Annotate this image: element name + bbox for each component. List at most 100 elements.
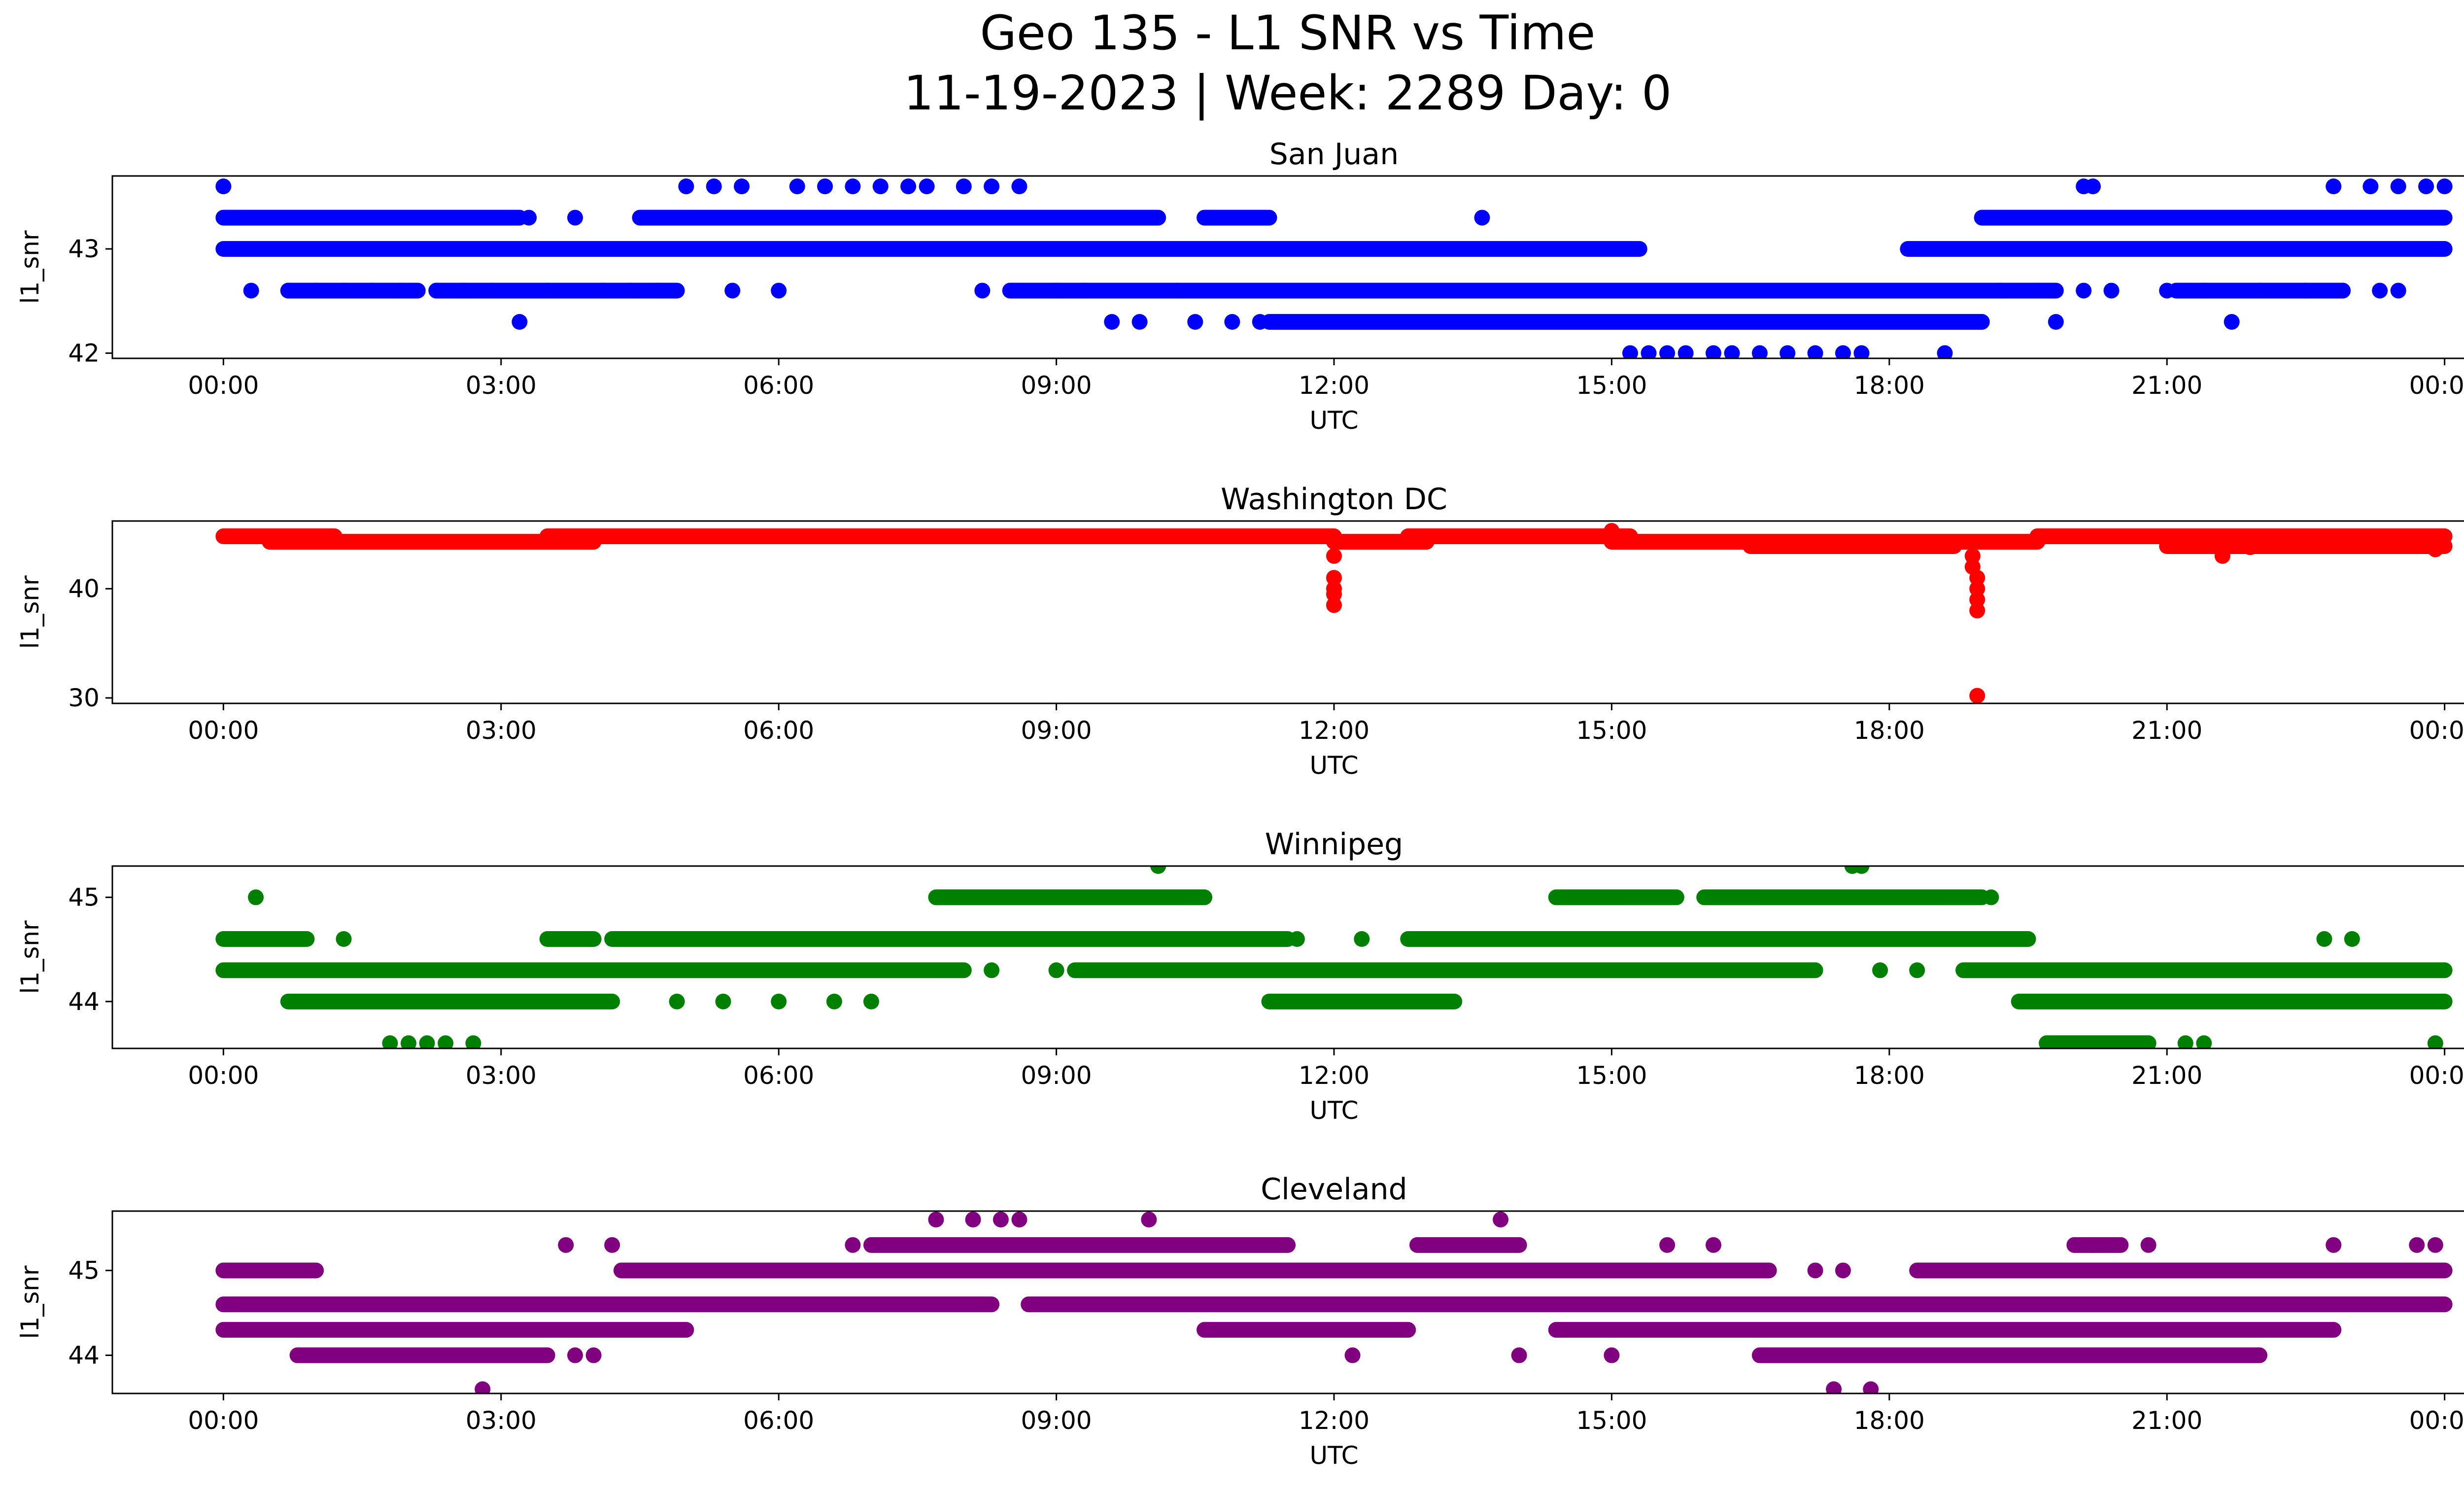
data-point	[2140, 1237, 2156, 1253]
data-point	[734, 178, 750, 195]
data-point	[336, 931, 352, 947]
data-point	[419, 1035, 435, 1048]
x-tick-label: 03:00	[466, 716, 537, 745]
data-point	[1659, 1237, 1676, 1253]
data-point	[1853, 866, 1870, 874]
data-point	[1326, 548, 1342, 564]
x-tick-label: 21:00	[2131, 371, 2202, 400]
data-point	[2326, 178, 2342, 195]
x-tick-label: 15:00	[1576, 371, 1647, 400]
data-point	[1539, 314, 1555, 330]
x-tick-label: 06:00	[743, 716, 814, 745]
data-point	[706, 178, 722, 195]
data-point	[1141, 1212, 1157, 1228]
data-point	[1872, 962, 1888, 978]
data-point	[1983, 889, 1999, 905]
data-point	[248, 889, 264, 905]
data-point	[900, 178, 917, 195]
data-point	[585, 1347, 602, 1363]
data-point	[965, 1212, 981, 1228]
data-point	[1511, 1347, 1527, 1363]
data-point	[845, 178, 861, 195]
data-point	[2076, 282, 2092, 299]
data-point	[539, 282, 555, 299]
data-point	[2242, 539, 2259, 556]
data-point	[1969, 581, 1985, 597]
x-tick-label: 00:00	[2409, 1061, 2464, 1090]
x-tick-label: 03:00	[466, 371, 537, 400]
x-tick-label: 00:00	[188, 371, 259, 400]
y-axis-label: l1_snr	[16, 1265, 44, 1339]
x-tick-label: 12:00	[1299, 371, 1369, 400]
data-point	[1927, 314, 1944, 330]
data-point	[2390, 282, 2406, 299]
scatter-points	[215, 866, 2453, 1048]
data-point	[1418, 314, 1435, 330]
data-point	[567, 1347, 583, 1363]
x-tick-label: 12:00	[1299, 1061, 1369, 1090]
data-point	[2214, 548, 2230, 564]
data-point	[400, 1035, 416, 1048]
data-point	[1807, 345, 1823, 358]
data-point	[2418, 178, 2434, 195]
data-point	[280, 282, 296, 299]
data-point	[1011, 1212, 1027, 1228]
y-tick-label: 30	[68, 684, 100, 712]
y-tick-label: 44	[68, 1341, 100, 1370]
x-axis-label: UTC	[1309, 406, 1358, 435]
data-point	[678, 178, 694, 195]
x-axis-label: UTC	[1309, 751, 1358, 780]
data-point	[1974, 314, 1990, 330]
data-point	[1289, 931, 1305, 947]
data-point	[1826, 1381, 1842, 1393]
data-point	[1131, 314, 1148, 330]
data-point	[1835, 345, 1851, 358]
data-point	[215, 178, 232, 195]
y-tick-label: 44	[68, 987, 100, 1016]
data-point	[1344, 1347, 1361, 1363]
y-axis-label: l1_snr	[16, 575, 44, 649]
data-point	[456, 282, 472, 299]
x-tick-label: 09:00	[1021, 716, 1092, 745]
data-point	[724, 282, 741, 299]
data-point	[1493, 1212, 1509, 1228]
x-axis-label: UTC	[1309, 1096, 1358, 1125]
data-point	[1743, 314, 1759, 330]
x-tick-label: 03:00	[466, 1406, 537, 1435]
data-point	[512, 314, 528, 330]
data-point	[1969, 688, 1985, 703]
data-point	[984, 178, 1000, 195]
panel-washington-dc: Washington DC 00:00 03:00 06:00 09:00 12:00 15…	[16, 482, 2464, 780]
data-point	[1705, 345, 1721, 358]
data-point	[1780, 345, 1796, 358]
data-point	[428, 282, 445, 299]
data-point	[2085, 178, 2101, 195]
data-point	[650, 282, 667, 299]
x-tick-label: 06:00	[743, 1406, 814, 1435]
data-point	[2372, 282, 2388, 299]
data-point	[1326, 586, 1342, 602]
data-point	[2224, 314, 2240, 330]
data-point	[669, 993, 685, 1009]
x-tick-label: 00:00	[2409, 716, 2464, 745]
data-point	[1252, 314, 1268, 330]
data-point	[1289, 314, 1305, 330]
data-point	[2344, 931, 2360, 947]
data-point	[604, 1237, 620, 1253]
panels: San Juan 00:00 03:00 06:00 09:00 12:00 15:00 18…	[16, 137, 2464, 1470]
data-point	[789, 178, 805, 195]
data-point	[1909, 962, 1925, 978]
y-axis-label: l1_snr	[16, 230, 44, 304]
x-tick-label: 21:00	[2131, 1061, 2202, 1090]
data-point	[2159, 282, 2175, 299]
data-point	[1696, 314, 1712, 330]
data-point	[1724, 345, 1740, 358]
data-point	[2066, 1237, 2083, 1253]
data-point	[984, 962, 1000, 978]
data-point	[1992, 282, 2009, 299]
x-tick-label: 21:00	[2131, 1406, 2202, 1435]
x-tick-label: 18:00	[1854, 716, 1925, 745]
x-tick-label: 06:00	[743, 371, 814, 400]
data-point	[1835, 314, 1851, 330]
data-point	[919, 178, 935, 195]
